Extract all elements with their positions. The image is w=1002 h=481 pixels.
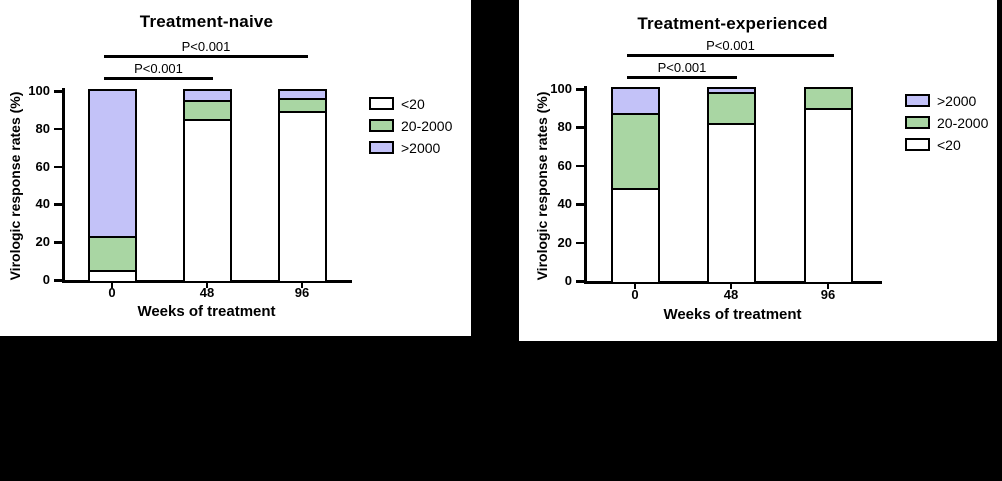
- bar-week-96: [803, 86, 853, 284]
- bar-segment-<20: [89, 270, 135, 280]
- y-axis: [61, 88, 65, 283]
- x-axis-label: Weeks of treatment: [137, 303, 276, 320]
- bar-week-48: [706, 86, 756, 284]
- y-tick-label: 60: [35, 158, 50, 174]
- x-tick: [110, 283, 114, 288]
- bar-segment-20-2000: [612, 113, 658, 189]
- legend-label: 20-2000: [401, 118, 453, 134]
- bar-segment-<20: [708, 123, 754, 281]
- legend-swatch->2000: [369, 141, 394, 154]
- y-tick-label: 20: [557, 234, 572, 250]
- y-tick-label: 100: [28, 83, 50, 98]
- x-tick: [633, 284, 637, 289]
- bar-segment-20-2000: [89, 236, 135, 271]
- y-tick-label: 80: [557, 119, 572, 135]
- x-tick: [826, 284, 830, 289]
- legend-swatch-<20: [905, 138, 930, 151]
- significance-label: P<0.001: [134, 61, 183, 76]
- y-tick-label: 20: [35, 234, 50, 250]
- bar-segment-20-2000: [708, 92, 754, 124]
- bar-segment->2000: [184, 90, 230, 100]
- y-tick-label: 60: [557, 157, 572, 173]
- x-tick-label: 0: [108, 285, 116, 300]
- y-tick-label: 0: [564, 273, 572, 288]
- significance-line: [104, 55, 308, 58]
- bar-segment-<20: [805, 107, 851, 281]
- y-tick: [576, 241, 585, 245]
- y-tick-label: 40: [557, 196, 572, 212]
- significance-line: [627, 76, 737, 79]
- bar-segment->2000: [89, 90, 135, 237]
- chart-title: Treatment-naive: [139, 12, 274, 31]
- bar-segment->2000: [279, 90, 325, 99]
- treatment-experienced-chart: Treatment-experienced Virologic response…: [519, 0, 997, 341]
- y-tick: [576, 203, 585, 206]
- bar-week-0: [87, 88, 137, 283]
- bar-segment->2000: [612, 88, 658, 114]
- legend-label: <20: [937, 137, 961, 153]
- y-tick: [576, 88, 585, 91]
- x-axis-label: Weeks of treatment: [663, 306, 802, 323]
- y-tick: [54, 279, 63, 282]
- bar-week-96: [277, 88, 327, 283]
- significance-line: [104, 77, 213, 80]
- bar-week-0: [610, 86, 660, 284]
- treatment-naive-chart: Treatment-naive Virologic response rates…: [0, 0, 471, 336]
- significance-line: [627, 54, 834, 57]
- legend-swatch-20-2000: [905, 116, 930, 129]
- x-tick-label: 96: [820, 287, 836, 302]
- significance-label: P<0.001: [657, 60, 707, 75]
- x-tick-label: 48: [723, 287, 739, 302]
- legend-swatch-20-2000: [369, 119, 394, 132]
- legend-swatch->2000: [905, 94, 930, 107]
- y-tick: [54, 241, 63, 244]
- bar-segment-<20: [279, 111, 325, 280]
- y-tick: [54, 203, 63, 206]
- bar-segment-20-2000: [184, 99, 230, 119]
- y-tick: [576, 280, 585, 283]
- chart-title: Treatment-experienced: [637, 14, 828, 33]
- x-tick-label: 48: [199, 285, 215, 300]
- legend-label: >2000: [401, 140, 441, 156]
- bar-segment-20-2000: [805, 88, 851, 108]
- y-tick-label: 40: [35, 196, 50, 212]
- x-tick: [729, 284, 733, 289]
- x-tick-label: 96: [294, 285, 310, 300]
- x-tick-label: 0: [631, 287, 639, 302]
- bar-segment-<20: [184, 118, 230, 280]
- y-tick: [576, 164, 585, 168]
- y-tick: [54, 165, 63, 169]
- y-tick: [54, 90, 63, 93]
- bar-week-48: [182, 88, 232, 283]
- bar-segment->2000: [708, 88, 754, 93]
- y-tick: [54, 127, 63, 131]
- y-tick-label: 0: [42, 272, 50, 287]
- legend-label: >2000: [937, 93, 977, 109]
- legend-label: 20-2000: [937, 115, 989, 131]
- legend-swatch-<20: [369, 97, 394, 110]
- bar-segment-<20: [612, 188, 658, 281]
- y-axis: [583, 86, 587, 284]
- x-tick: [205, 283, 209, 288]
- x-tick: [300, 283, 304, 288]
- significance-label: P<0.001: [706, 38, 755, 53]
- bar-segment-20-2000: [279, 98, 325, 112]
- y-tick-label: 100: [550, 81, 572, 96]
- y-tick-label: 80: [35, 120, 50, 136]
- legend-label: <20: [401, 96, 425, 112]
- significance-label: P<0.001: [181, 39, 231, 54]
- y-tick: [576, 126, 585, 129]
